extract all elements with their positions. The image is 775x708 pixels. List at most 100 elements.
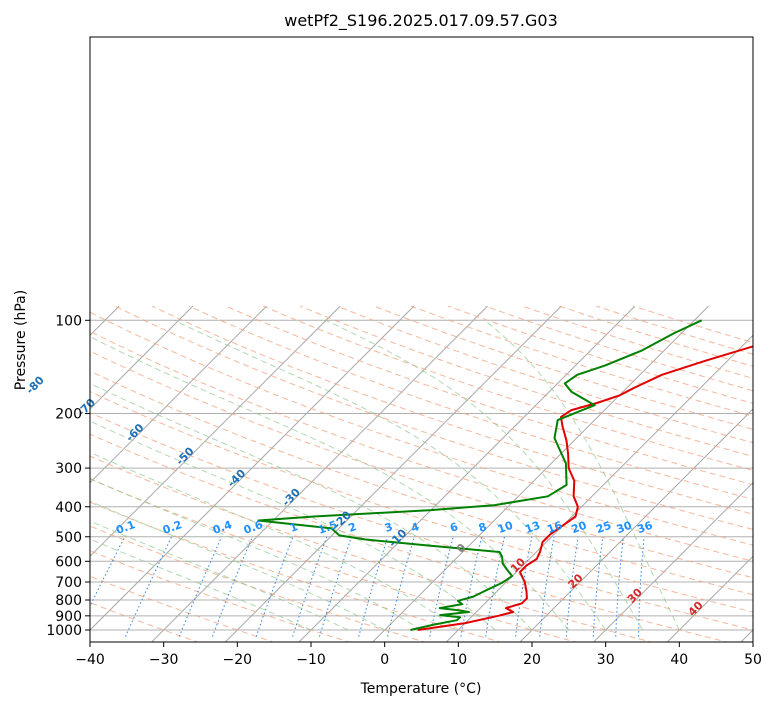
- background-lines: [90, 305, 753, 642]
- mixing-ratio-line: [638, 536, 645, 637]
- y-tick-label: 900: [55, 609, 82, 625]
- y-tick-label: 100: [55, 313, 82, 329]
- dry-adiabat-line: [90, 391, 753, 613]
- mixing-ratio-line: [211, 536, 253, 637]
- mixing-ratio-label: 1.5: [316, 518, 339, 537]
- mixing-ratio-line: [319, 536, 353, 637]
- mixing-ratio-label: 10: [496, 519, 515, 537]
- mixing-ratio-label: 0.1: [114, 518, 137, 537]
- mixing-ratio-label: 4: [409, 520, 421, 535]
- y-tick-label: 1000: [46, 623, 82, 639]
- moist-adiabat-line: [90, 382, 533, 631]
- y-tick-label: 600: [55, 554, 82, 570]
- mixing-ratio-label: 0.2: [161, 518, 184, 537]
- mixing-ratio-label: 16: [545, 519, 564, 537]
- isotherm-label: -50: [173, 444, 196, 467]
- moist-adiabat-line: [90, 500, 385, 631]
- y-tick-label: 400: [55, 500, 82, 516]
- y-tick-label: 300: [55, 461, 82, 477]
- dry-adiabat-line: [448, 305, 753, 404]
- mixing-ratio-label: 1: [288, 520, 300, 535]
- moist-adiabat-line: [90, 520, 349, 631]
- isotherm-line: [445, 334, 753, 642]
- y-tick-label: 700: [55, 575, 82, 591]
- dry-adiabat-line: [262, 305, 753, 471]
- x-tick-label: 50: [744, 652, 762, 668]
- x-tick-label: 20: [523, 652, 541, 668]
- dry-adiabat-line: [90, 350, 753, 579]
- isotherm-line: [90, 305, 194, 410]
- moist-adiabat-line: [90, 336, 570, 631]
- mixing-ratio-line: [178, 536, 223, 637]
- dewpoint-profile-line: [257, 319, 703, 631]
- moist-adiabat-line: [90, 420, 496, 631]
- isotherm-line: [90, 305, 341, 558]
- chart-title: wetPf2_S196.2025.017.09.57.G03: [284, 11, 558, 31]
- dry-adiabat-line: [90, 575, 276, 642]
- dry-adiabat-line: [596, 305, 753, 355]
- plot-frame: [89, 36, 754, 643]
- dry-adiabat-line: [90, 550, 351, 642]
- mixing-ratio-label: 3: [383, 520, 395, 535]
- warm-isotherm-label: 20: [566, 571, 586, 591]
- y-tick-label: 500: [55, 530, 82, 546]
- isotherm-line: [740, 629, 753, 642]
- dry-adiabat-line: [90, 602, 200, 642]
- mixing-ratio-line: [615, 536, 624, 637]
- isotherm-label: -60: [123, 421, 146, 444]
- mixing-ratio-label: 30: [615, 519, 634, 537]
- isotherm-label: -30: [280, 486, 303, 509]
- mixing-ratio-label: 6: [448, 520, 460, 535]
- x-tick-label: −40: [75, 652, 105, 668]
- dry-adiabat-line: [90, 412, 753, 631]
- mixing-ratio-line: [565, 536, 579, 637]
- y-tick-label: 800: [55, 593, 82, 609]
- x-tick-label: 10: [449, 652, 467, 668]
- mixing-ratio-label: 8: [477, 520, 489, 535]
- dry-adiabat-line: [299, 305, 753, 457]
- isotherm-line: [150, 305, 488, 642]
- dry-adiabat-line: [90, 370, 753, 596]
- mixing-ratio-label: 13: [523, 519, 542, 536]
- mixing-ratio-label: 0.6: [242, 518, 265, 537]
- moist-adiabat-line: [90, 538, 312, 631]
- dry-adiabat-line: [90, 433, 730, 642]
- mixing-ratio-line: [255, 536, 294, 637]
- mixing-ratio-line: [358, 536, 389, 637]
- dry-adiabat-line: [188, 305, 753, 500]
- y-tick-label: 200: [55, 407, 82, 423]
- dry-adiabat-line: [90, 501, 503, 642]
- x-tick-label: 0: [380, 652, 389, 668]
- isotherm-line: [224, 305, 562, 642]
- isotherm-line: [90, 305, 267, 484]
- x-tick-label: 30: [597, 652, 615, 668]
- mixing-ratio-label: 2: [347, 520, 359, 535]
- dry-adiabat-line: [522, 305, 753, 379]
- y-axis-title: Pressure (hPa): [13, 290, 29, 390]
- x-tick-label: 40: [670, 652, 688, 668]
- mixing-ratio-line: [125, 536, 173, 637]
- dry-adiabat-line: [633, 305, 753, 344]
- mixing-ratio-line: [515, 536, 533, 637]
- dry-adiabat-line: [90, 478, 578, 642]
- mixing-ratio-line: [485, 536, 505, 637]
- isotherm-line: [298, 305, 636, 642]
- profile-lines: [257, 319, 753, 631]
- mixing-ratio-line: [90, 536, 126, 608]
- x-tick-label: −10: [296, 652, 326, 668]
- moist-adiabat-line: [173, 319, 607, 631]
- moist-adiabat-line: [484, 319, 680, 631]
- temperature-profile-line: [417, 345, 753, 631]
- dry-adiabat-line: [90, 330, 753, 562]
- mixing-ratio-label: 25: [594, 519, 613, 536]
- warm-isotherm-label: 30: [625, 586, 645, 606]
- isotherm-line: [90, 305, 415, 631]
- x-tick-label: −30: [149, 652, 179, 668]
- moist-adiabat-line: [90, 477, 422, 631]
- mixing-ratio-label: 0.4: [211, 518, 234, 537]
- x-axis-title: Temperature (°C): [360, 681, 482, 697]
- isotherm-line: [371, 305, 709, 642]
- dry-adiabat-line: [90, 525, 427, 642]
